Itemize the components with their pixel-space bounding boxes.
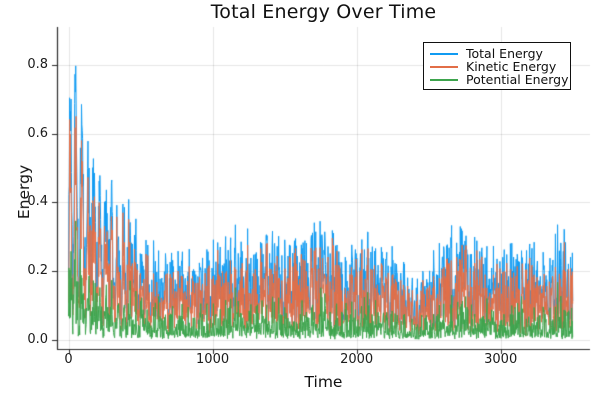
legend-line-swatch xyxy=(430,78,458,81)
x-tick-label: 0 xyxy=(64,352,73,367)
y-axis-label: Energy xyxy=(15,164,33,220)
legend-item-label: Total Energy xyxy=(466,46,543,61)
legend-line-swatch xyxy=(430,52,458,55)
y-tick-label: 0.6 xyxy=(27,125,48,141)
y-tick-label: 0.8 xyxy=(27,56,48,72)
x-tick-label: 1000 xyxy=(196,352,230,367)
y-tick-label: 0.2 xyxy=(27,263,48,279)
legend-item-label: Kinetic Energy xyxy=(466,59,557,74)
y-tick-label: 0.0 xyxy=(27,332,48,348)
chart-title: Total Energy Over Time xyxy=(210,1,437,23)
legend: Total Energy Kinetic Energy Potential Ener… xyxy=(423,42,571,90)
legend-line-swatch xyxy=(430,65,458,68)
legend-item-label: Potential Energy xyxy=(466,72,569,87)
y-tick-label: 0.4 xyxy=(27,194,48,210)
x-tick-label: 2000 xyxy=(340,352,374,367)
x-tick-label: 3000 xyxy=(484,352,518,367)
legend-item: Kinetic Energy xyxy=(430,60,564,73)
x-axis-label: Time xyxy=(304,373,343,391)
legend-item: Potential Energy xyxy=(430,73,569,86)
legend-item: Total Energy xyxy=(430,47,564,60)
